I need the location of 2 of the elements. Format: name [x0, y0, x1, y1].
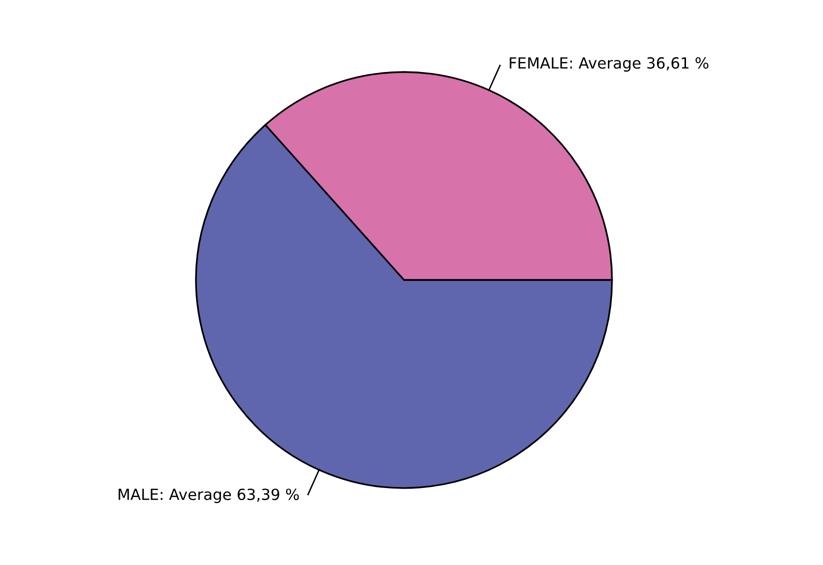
slice-label: MALE: Average 63,39 % [118, 488, 299, 504]
slice-label: FEMALE: Average 36,61 % [510, 57, 708, 72]
